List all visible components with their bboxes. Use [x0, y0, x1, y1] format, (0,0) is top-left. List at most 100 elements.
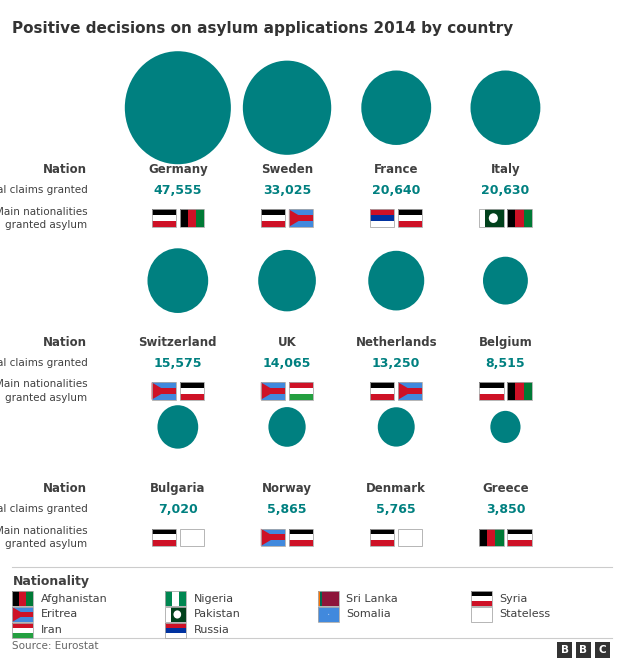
Text: Netherlands: Netherlands	[356, 336, 437, 349]
Bar	[12, 623, 33, 638]
Bar	[479, 209, 485, 227]
Bar	[179, 591, 186, 606]
Text: Source: Eurostat: Source: Eurostat	[12, 641, 99, 652]
Bar	[261, 529, 285, 546]
Bar	[471, 601, 492, 606]
Circle shape	[243, 61, 331, 155]
Polygon shape	[261, 529, 275, 546]
Bar	[152, 221, 176, 227]
Bar	[370, 529, 394, 535]
Bar	[12, 617, 33, 622]
Polygon shape	[289, 209, 303, 227]
Bar	[318, 591, 320, 606]
Bar	[152, 209, 176, 227]
Bar	[152, 540, 176, 546]
Bar	[289, 209, 313, 227]
Bar	[471, 591, 492, 606]
Text: B: B	[580, 645, 587, 656]
Bar	[152, 382, 176, 400]
Bar	[318, 607, 339, 622]
Bar	[152, 394, 176, 400]
Text: 33,025: 33,025	[263, 184, 311, 197]
Bar	[152, 529, 176, 535]
Text: Switzerland: Switzerland	[139, 336, 217, 349]
Bar	[318, 607, 339, 622]
Text: ★: ★	[328, 614, 329, 615]
Text: Iran: Iran	[41, 625, 62, 636]
Text: 7,020: 7,020	[158, 503, 198, 516]
Bar	[515, 382, 524, 400]
Text: Syria: Syria	[499, 593, 527, 604]
Bar	[261, 382, 285, 400]
Bar	[261, 529, 285, 535]
Text: Nationality: Nationality	[12, 575, 89, 588]
Bar	[479, 388, 504, 394]
Bar	[507, 529, 532, 535]
Bar	[261, 221, 285, 227]
Bar	[289, 529, 313, 546]
Bar	[165, 623, 186, 628]
Bar	[557, 642, 572, 658]
Text: Positive decisions on asylum applications 2014 by country: Positive decisions on asylum application…	[12, 21, 514, 37]
Text: Sweden: Sweden	[261, 163, 313, 176]
Bar	[12, 623, 33, 628]
Bar	[487, 529, 495, 546]
Bar	[479, 394, 504, 400]
Bar	[479, 209, 504, 227]
Bar	[318, 591, 339, 606]
Bar	[370, 215, 394, 221]
Bar	[19, 591, 26, 606]
Bar	[370, 382, 394, 388]
Bar	[180, 382, 204, 400]
Text: 47,555: 47,555	[154, 184, 202, 197]
Text: Bulgaria: Bulgaria	[150, 482, 205, 495]
Bar	[398, 529, 422, 546]
Polygon shape	[152, 382, 166, 400]
Text: Germany: Germany	[148, 163, 208, 176]
Text: 8,515: 8,515	[485, 356, 525, 370]
Bar	[261, 209, 285, 227]
Bar	[471, 591, 492, 596]
Bar	[152, 209, 176, 215]
Bar	[261, 209, 285, 227]
Text: France: France	[374, 163, 419, 176]
Bar	[188, 209, 196, 227]
Bar	[479, 382, 504, 400]
Bar	[180, 209, 188, 227]
Bar	[180, 209, 204, 227]
Bar	[180, 382, 204, 400]
Bar	[370, 209, 394, 215]
Circle shape	[258, 250, 316, 311]
Bar	[318, 607, 339, 622]
Bar	[12, 628, 33, 633]
Bar	[180, 209, 204, 227]
Bar	[398, 209, 422, 227]
Bar	[165, 623, 186, 638]
Text: Eritrea: Eritrea	[41, 609, 78, 620]
Text: B: B	[561, 645, 568, 656]
Text: Norway: Norway	[262, 482, 312, 495]
Bar	[479, 529, 487, 546]
Bar	[524, 382, 532, 400]
Text: Belgium: Belgium	[479, 336, 532, 349]
Bar	[152, 382, 176, 388]
Text: Russia: Russia	[193, 625, 229, 636]
Bar	[507, 540, 532, 546]
Circle shape	[483, 257, 528, 305]
Text: Denmark: Denmark	[366, 482, 426, 495]
Bar	[524, 209, 532, 227]
Bar	[485, 209, 504, 227]
Bar	[180, 529, 204, 546]
Text: UK: UK	[278, 336, 296, 349]
Text: Nation: Nation	[43, 336, 87, 349]
Bar	[152, 529, 176, 546]
Circle shape	[470, 70, 540, 145]
Bar	[12, 607, 33, 612]
Bar	[289, 382, 313, 400]
Text: C: C	[598, 645, 606, 656]
Bar	[507, 382, 532, 400]
Bar	[261, 388, 285, 394]
Text: 14,065: 14,065	[263, 356, 311, 370]
Circle shape	[268, 407, 306, 447]
Bar	[289, 209, 313, 215]
